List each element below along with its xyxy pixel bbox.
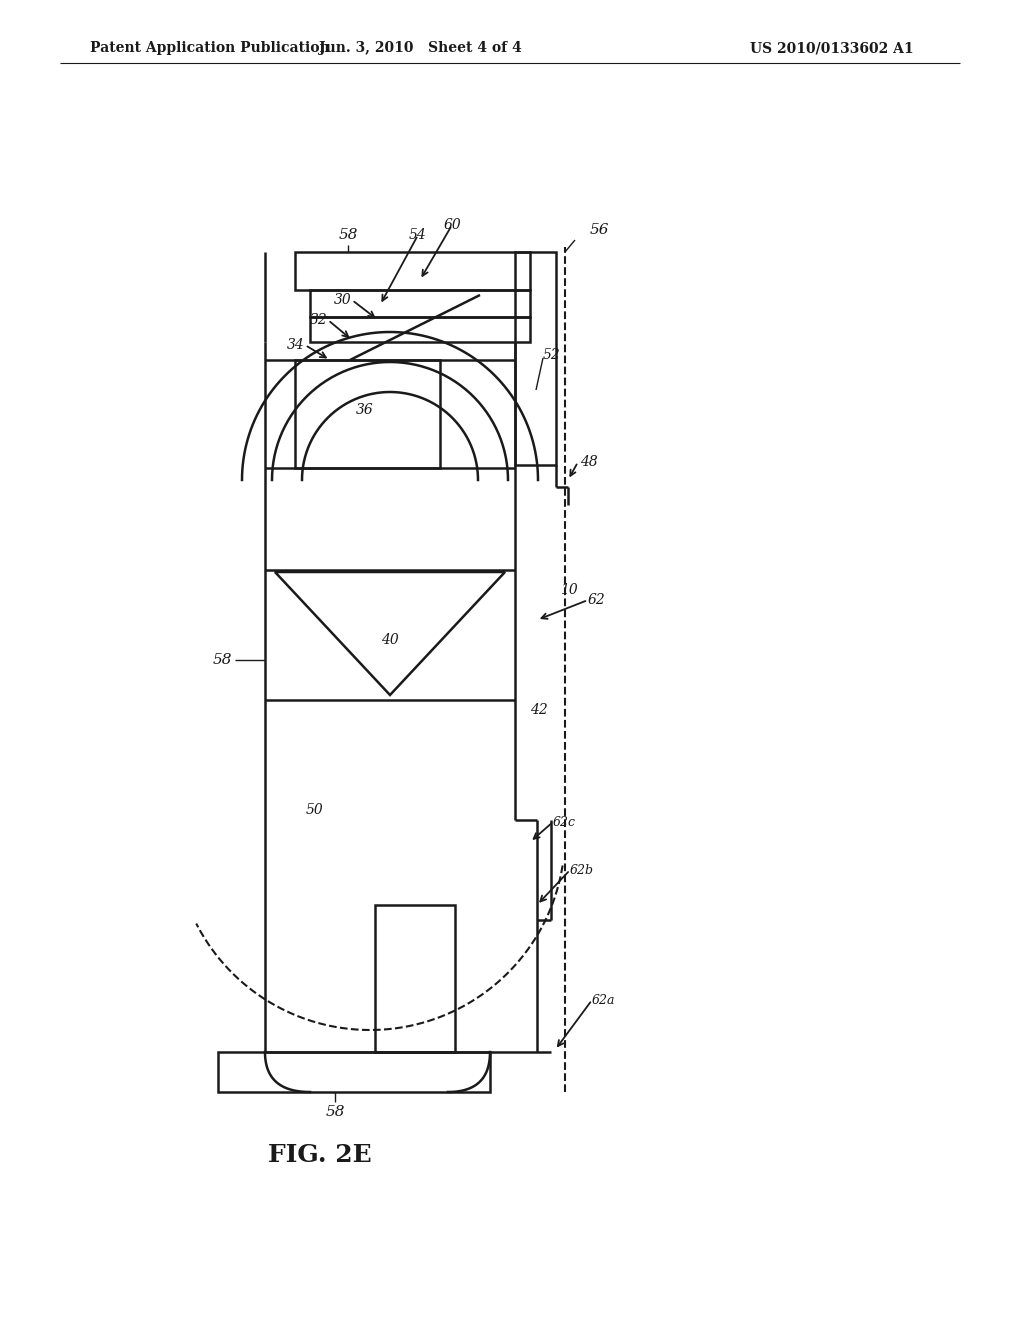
Text: 56: 56 [590, 223, 609, 238]
Text: 60: 60 [443, 218, 461, 232]
Text: 62b: 62b [570, 863, 594, 876]
Text: 62a: 62a [592, 994, 615, 1006]
Text: 36: 36 [356, 403, 374, 417]
Text: 50: 50 [306, 803, 324, 817]
Bar [218, 1052, 490, 1092]
Text: 58: 58 [326, 1105, 345, 1119]
Text: 10: 10 [560, 583, 578, 597]
Text: Patent Application Publication: Patent Application Publication [90, 41, 330, 55]
Bar [515, 252, 556, 465]
Text: 48: 48 [580, 455, 598, 469]
Text: 62c: 62c [553, 816, 575, 829]
Bar [295, 360, 440, 469]
Text: 30: 30 [334, 293, 352, 308]
Text: US 2010/0133602 A1: US 2010/0133602 A1 [750, 41, 913, 55]
Text: 34: 34 [288, 338, 305, 352]
Text: 32: 32 [310, 313, 328, 327]
Text: 42: 42 [530, 704, 548, 717]
Text: 54: 54 [410, 228, 427, 242]
Text: 58: 58 [213, 653, 232, 667]
Bar [295, 252, 530, 290]
Text: 58: 58 [338, 228, 357, 242]
Text: 62: 62 [588, 593, 606, 607]
Bar [375, 906, 455, 1052]
Text: FIG. 2E: FIG. 2E [268, 1143, 372, 1167]
Text: 52: 52 [543, 348, 561, 362]
Bar [310, 290, 530, 317]
Text: 40: 40 [381, 634, 399, 647]
Bar [310, 317, 530, 342]
Text: Jun. 3, 2010   Sheet 4 of 4: Jun. 3, 2010 Sheet 4 of 4 [318, 41, 521, 55]
